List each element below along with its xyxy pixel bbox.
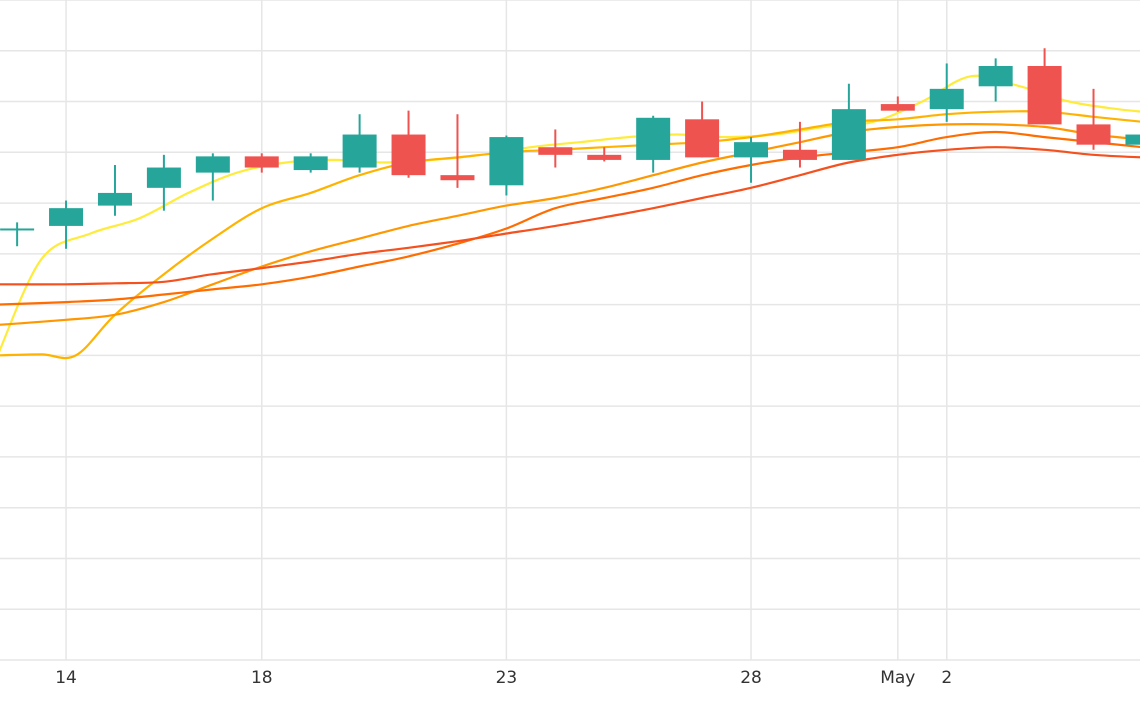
candle-body [97, 192, 132, 206]
moving-average-line [0, 146, 1140, 286]
x-tick-label: 18 [251, 668, 273, 688]
candle-up [929, 63, 964, 122]
candle-up [636, 115, 671, 173]
candle-body [782, 149, 817, 160]
candle-down [880, 96, 915, 112]
candle-down [1027, 48, 1062, 125]
candle-body [49, 208, 84, 226]
candle-body [880, 104, 915, 111]
moving-average-line [0, 123, 1140, 326]
candle-body [734, 142, 769, 158]
candle-body [538, 147, 573, 155]
candle-down [391, 110, 426, 178]
candle-body [636, 117, 671, 160]
candle-body [391, 134, 426, 176]
candle-body [293, 156, 328, 171]
x-axis: 14182328May27 [55, 668, 952, 688]
moving-average-lines [0, 74, 1140, 360]
candles [0, 48, 1140, 249]
candle-up [0, 222, 35, 247]
candle-body [929, 88, 964, 110]
candle-body [342, 134, 377, 168]
x-tick-label: 28 [740, 668, 762, 688]
candle-up [1125, 134, 1140, 145]
candle-body [489, 137, 524, 186]
candle-down [587, 147, 622, 162]
candle-up [831, 83, 866, 160]
candle-up [195, 153, 230, 201]
x-tick-label: 14 [55, 668, 77, 688]
candle-body [0, 228, 35, 231]
grid [0, 0, 1140, 661]
x-tick-label: May [880, 668, 915, 688]
candle-body [685, 119, 720, 158]
candle-up [49, 200, 84, 249]
candle-body [1125, 134, 1140, 145]
candle-up [293, 153, 328, 173]
candle-up [978, 58, 1013, 102]
candle-body [587, 154, 622, 160]
candle-body [146, 167, 181, 188]
candle-body [244, 156, 279, 168]
candle-body [1076, 124, 1111, 145]
moving-average-line [0, 74, 1140, 353]
candle-up [342, 114, 377, 173]
candle-body [1027, 66, 1062, 125]
candle-body [978, 66, 1013, 87]
x-tick-label: 23 [496, 668, 518, 688]
candle-down [782, 121, 817, 168]
x-tick-label: 2 [941, 668, 952, 688]
candle-down [538, 129, 573, 168]
candle-body [831, 109, 866, 160]
candle-down [685, 101, 720, 158]
candle-down [440, 114, 475, 188]
candle-down [1076, 88, 1111, 150]
candle-up [734, 137, 769, 183]
candle-up [97, 165, 132, 216]
candle-up [489, 135, 524, 196]
moving-average-line [0, 130, 1140, 306]
candle-body [440, 175, 475, 181]
candle-body [195, 156, 230, 173]
candle-up [146, 154, 181, 211]
candle-down [244, 153, 279, 173]
